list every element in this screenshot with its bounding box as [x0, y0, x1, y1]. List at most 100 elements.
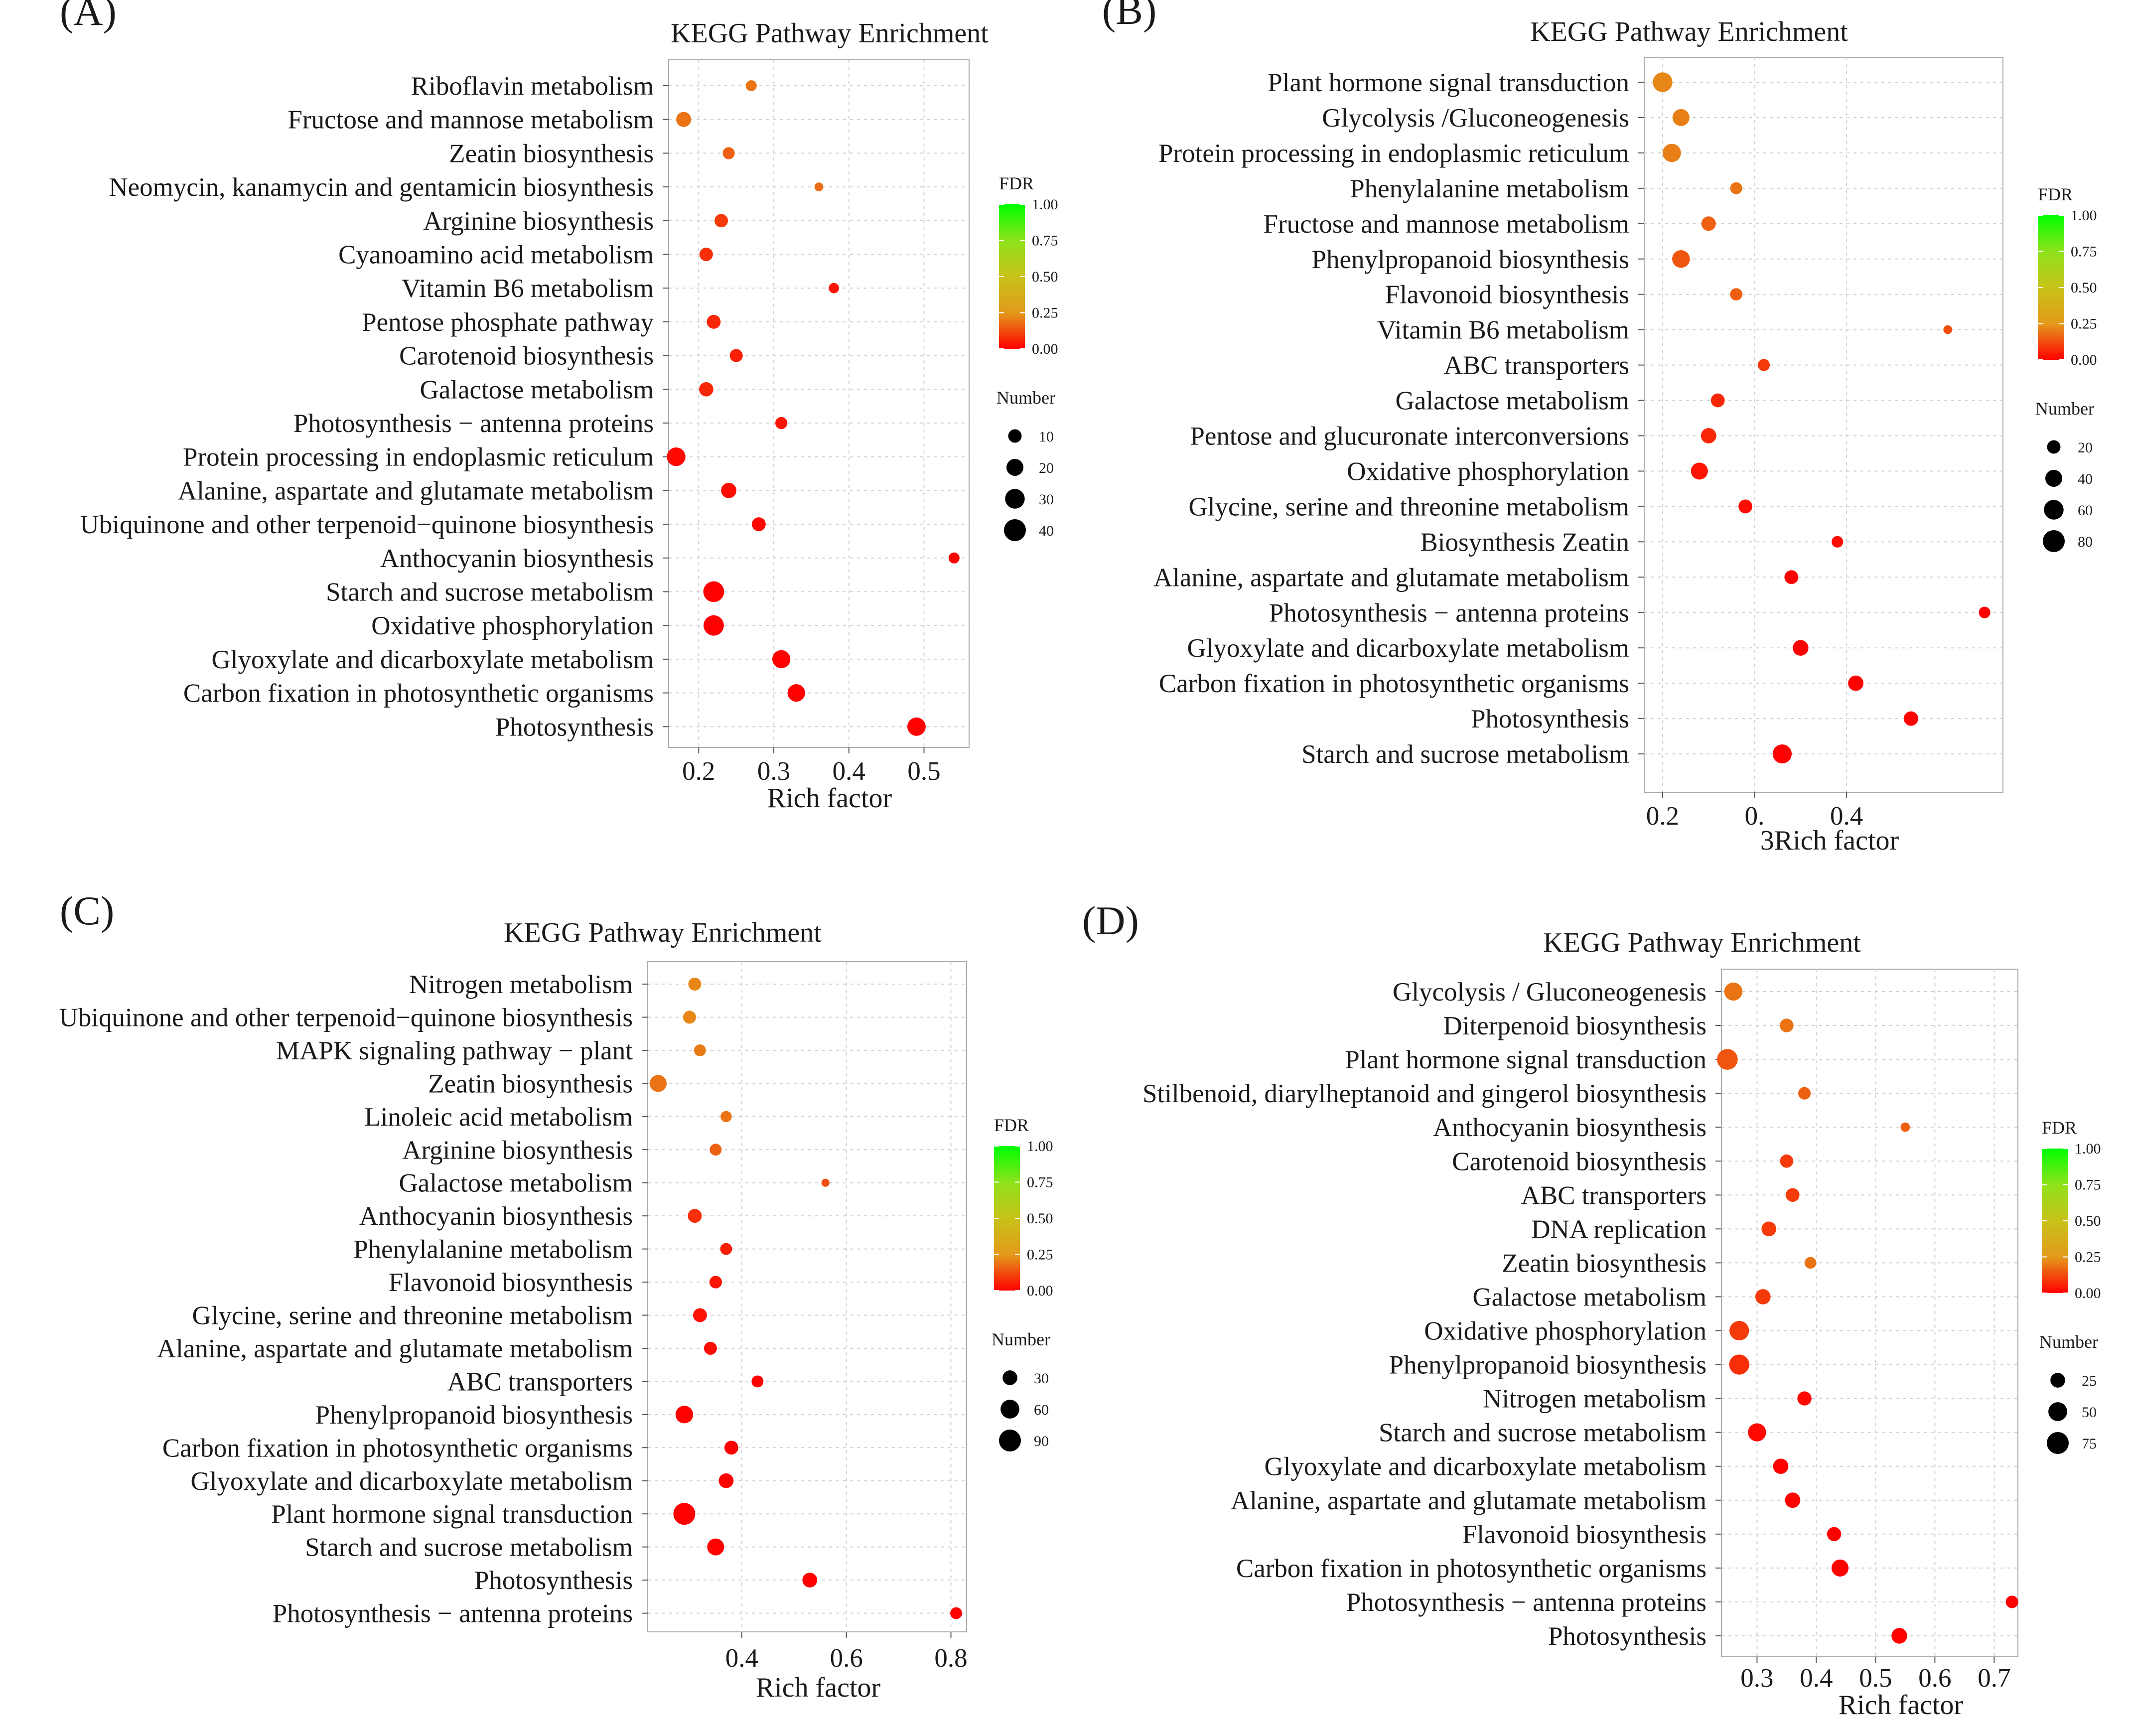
data-point: [707, 314, 721, 329]
category-label: Glyoxylate and dicarboxylate metabolism: [191, 1467, 633, 1496]
data-point: [751, 517, 766, 532]
category-label: Glycolysis / Gluconeogenesis: [1393, 978, 1706, 1007]
category-label: Phenylpropanoid biosynthesis: [1312, 245, 1629, 274]
category-label: ABC transporters: [447, 1367, 633, 1396]
data-point: [720, 1111, 732, 1123]
category-label: Carbon fixation in photosynthetic organi…: [1236, 1554, 1706, 1583]
category-label: Glyoxylate and dicarboxylate metabolism: [212, 645, 654, 674]
size-legend-label: 90: [1034, 1433, 1049, 1449]
plot-frame: [647, 961, 967, 1632]
data-point: [1672, 250, 1690, 268]
data-point: [1729, 1354, 1749, 1375]
x-tick-label: 0.5: [907, 757, 940, 786]
data-point: [649, 1075, 667, 1092]
category-label: Photosynthesis: [474, 1566, 633, 1595]
data-point: [720, 1243, 732, 1255]
data-point: [1780, 1154, 1794, 1168]
size-legend-dot: [2047, 1432, 2069, 1454]
category-label: Photosynthesis − antenna proteins: [1346, 1588, 1706, 1617]
data-point: [1738, 499, 1752, 514]
category-label: Fructose and mannose metabolism: [288, 106, 654, 135]
data-point: [1832, 536, 1844, 548]
data-point: [1804, 1257, 1817, 1269]
colorbar-tick-label: 0.75: [1032, 233, 1058, 249]
category-label: Photosynthesis − antenna proteins: [273, 1599, 633, 1628]
colorbar-tick-label: 0.75: [2075, 1177, 2101, 1193]
x-tick-label: 0.2: [1646, 802, 1679, 831]
category-label: Protein processing in endoplasmic reticu…: [183, 443, 654, 472]
data-point: [699, 382, 713, 397]
fdr-legend-title: FDR: [994, 1115, 1029, 1135]
size-legend-dot: [1002, 1370, 1017, 1385]
data-point: [1730, 288, 1742, 301]
colorbar-tick-label: 0.00: [1032, 341, 1058, 357]
category-label: Photosynthesis − antenna proteins: [293, 409, 654, 438]
panel-c: (C) KEGG Pathway Enrichment Nitrogen metab…: [59, 888, 1053, 1703]
data-point: [1730, 182, 1742, 194]
data-point: [1786, 1188, 1800, 1202]
category-label: Glycine, serine and threonine metabolism: [192, 1302, 633, 1330]
data-point: [699, 248, 713, 261]
size-legend-dot: [1006, 458, 1024, 476]
colorbar-tick-label: 0.00: [1027, 1283, 1053, 1299]
panel-a: (A) KEGG Pathway Enrichment Riboflavin met…: [60, 0, 1058, 814]
size-legend-title: Number: [2039, 1332, 2098, 1352]
data-point: [718, 1473, 734, 1488]
data-point: [703, 581, 724, 602]
category-label: Flavonoid biosynthesis: [1385, 281, 1629, 309]
size-legend-dot: [1000, 1400, 1019, 1419]
category-label: Photosynthesis: [1471, 705, 1629, 733]
data-point: [1785, 1492, 1801, 1508]
data-point: [814, 182, 824, 191]
x-tick-label: 0.6: [830, 1644, 863, 1673]
category-label: Galactose metabolism: [399, 1169, 633, 1198]
data-point: [1943, 325, 1953, 334]
fdr-legend-title: FDR: [2038, 184, 2073, 204]
category-label: Vitamin B6 metabolism: [1377, 316, 1629, 345]
data-point: [1761, 1221, 1777, 1237]
data-point: [2005, 1595, 2018, 1608]
category-label: Plant hormone signal transduction: [1268, 68, 1629, 97]
data-point: [1827, 1527, 1842, 1542]
x-tick-label: 0.3: [757, 757, 790, 786]
x-tick-label: 0.4: [1830, 802, 1863, 831]
category-label: Riboflavin metabolism: [411, 72, 654, 101]
category-label: Neomycin, kanamycin and gentamicin biosy…: [109, 173, 654, 202]
size-legend-label: 25: [2082, 1373, 2097, 1389]
data-point: [1798, 1087, 1811, 1100]
data-point: [721, 482, 737, 498]
category-label: Biosynthesis Zeatin: [1420, 528, 1629, 557]
data-point: [772, 650, 791, 669]
x-tick-label: 0.: [1745, 802, 1765, 831]
category-label: DNA replication: [1531, 1215, 1706, 1244]
x-tick-label: 0.8: [934, 1644, 967, 1673]
colorbar-tick-label: 0.25: [2071, 316, 2097, 332]
size-legend-label: 40: [1039, 523, 1054, 539]
size-legend-dot: [2048, 1402, 2067, 1421]
data-point: [1701, 428, 1716, 443]
category-label: Oxidative phosphorylation: [371, 611, 654, 640]
x-axis-title: Rich factor: [756, 1672, 881, 1703]
data-point: [1831, 1559, 1849, 1577]
data-point: [1717, 1049, 1738, 1070]
category-label: ABC transporters: [1444, 351, 1629, 380]
data-point: [1748, 1423, 1766, 1442]
category-label: ABC transporters: [1521, 1181, 1706, 1210]
data-point: [724, 1441, 738, 1455]
data-point: [675, 1406, 694, 1424]
category-label: Carbon fixation in photosynthetic organi…: [183, 679, 654, 708]
data-point: [710, 1144, 722, 1156]
size-legend-dot: [2044, 500, 2064, 520]
data-point: [722, 147, 735, 159]
colorbar-tick-label: 0.25: [1032, 305, 1058, 321]
data-point: [1691, 462, 1708, 480]
data-point: [829, 283, 840, 293]
category-label: Photosynthesis − antenna proteins: [1269, 598, 1629, 627]
category-label: Starch and sucrose metabolism: [1379, 1419, 1706, 1447]
size-legend-label: 40: [2078, 471, 2093, 487]
category-label: Arginine biosynthesis: [402, 1136, 633, 1164]
data-point: [1900, 1122, 1910, 1132]
size-legend-label: 20: [2078, 439, 2093, 456]
category-label: Alanine, aspartate and glutamate metabol…: [1231, 1486, 1706, 1515]
